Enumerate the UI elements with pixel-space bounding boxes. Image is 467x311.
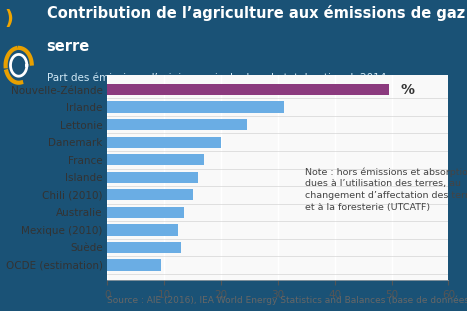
Bar xyxy=(107,207,184,218)
Text: %: % xyxy=(400,83,414,97)
Text: Source : AIE (2016), IEA World Energy Statistics and Balances (base de données): Source : AIE (2016), IEA World Energy St… xyxy=(107,295,467,305)
Bar xyxy=(107,259,162,271)
Bar xyxy=(107,242,181,253)
Text: serre: serre xyxy=(47,39,90,54)
Bar xyxy=(107,224,178,235)
Bar xyxy=(107,137,221,148)
Text: Contribution de l’agriculture aux émissions de gaz à effet de: Contribution de l’agriculture aux émissi… xyxy=(47,5,467,21)
Text: Part des émissions d’origine agricole dans le total national, 2014: Part des émissions d’origine agricole da… xyxy=(47,73,386,83)
Text: Note : hors émissions et absorptions
dues à l’utilisation des terres, au
changem: Note : hors émissions et absorptions due… xyxy=(305,167,467,212)
Bar xyxy=(107,119,247,130)
Bar xyxy=(107,101,283,113)
Bar xyxy=(107,84,389,95)
Bar xyxy=(107,154,204,165)
Text: ): ) xyxy=(5,9,14,28)
Bar xyxy=(107,189,192,201)
Bar xyxy=(107,172,198,183)
